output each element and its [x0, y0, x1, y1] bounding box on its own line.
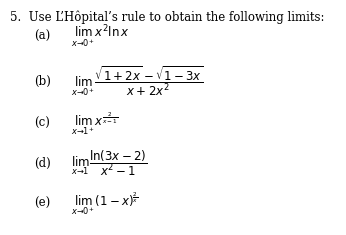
Text: (b): (b) — [35, 74, 52, 88]
Text: $\lim_{x\to 1} \dfrac{\ln(3x-2)}{x^2-1}$: $\lim_{x\to 1} \dfrac{\ln(3x-2)}{x^2-1}$ — [71, 148, 147, 178]
Text: $\lim_{x\to 0^+} x^2 \ln x$: $\lim_{x\to 0^+} x^2 \ln x$ — [71, 23, 129, 50]
Text: (d): (d) — [35, 157, 51, 170]
Text: $\lim_{x\to 1^+} x^{\frac{2}{x-1}}$: $\lim_{x\to 1^+} x^{\frac{2}{x-1}}$ — [71, 110, 118, 137]
Text: 5.  Use L’Hôpital’s rule to obtain the following limits:: 5. Use L’Hôpital’s rule to obtain the fo… — [10, 11, 325, 24]
Text: $\lim_{x\to 0^+} \dfrac{\sqrt{1+2x}-\sqrt{1-3x}}{x+2x^2}$: $\lim_{x\to 0^+} \dfrac{\sqrt{1+2x}-\sqr… — [71, 64, 203, 98]
Text: (e): (e) — [35, 197, 51, 210]
Text: (a): (a) — [35, 30, 51, 43]
Text: $\lim_{x\to 0^+} (1-x)^{\frac{2}{x}}$: $\lim_{x\to 0^+} (1-x)^{\frac{2}{x}}$ — [71, 190, 138, 217]
Text: (c): (c) — [35, 117, 51, 130]
